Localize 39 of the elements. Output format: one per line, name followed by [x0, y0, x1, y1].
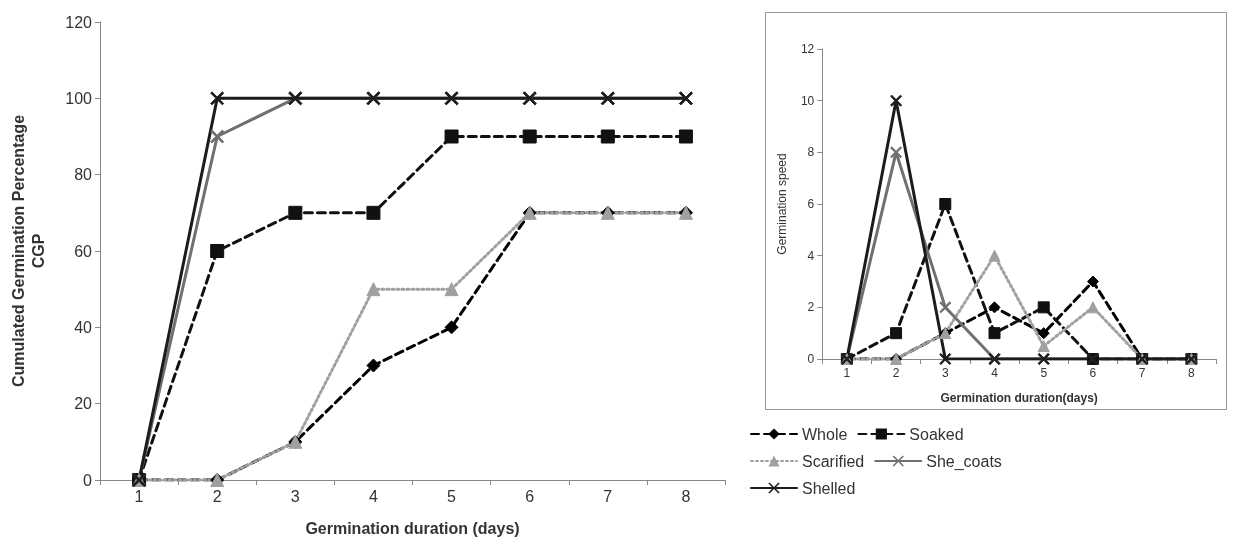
- legend-label: Shelled: [802, 479, 856, 497]
- legend-label: Whole: [802, 425, 848, 443]
- x-tick-label: 5: [447, 487, 457, 505]
- y-tick-label: 100: [65, 89, 93, 107]
- legend-label: She_coats: [926, 452, 1002, 471]
- x-tick-label: 4: [991, 366, 999, 380]
- y-tick-label: 80: [74, 166, 93, 184]
- x-axis-title: Germination duration(days): [940, 391, 1098, 405]
- x-tick-label: 7: [603, 487, 613, 505]
- y-tick-label: 60: [74, 242, 93, 260]
- y-tick-label: 2: [807, 300, 815, 315]
- x-tick-label: 8: [1188, 366, 1196, 380]
- y-tick-label: 20: [74, 395, 93, 413]
- x-tick-label: 6: [525, 487, 535, 505]
- y-tick-label: 0: [83, 471, 93, 489]
- legend-label: Scarified: [802, 452, 865, 470]
- x-tick-label: 3: [290, 487, 300, 505]
- x-tick-label: 2: [892, 366, 900, 380]
- y-tick-label: 40: [74, 318, 93, 336]
- x-tick-label: 7: [1138, 366, 1146, 380]
- y-tick-label: 10: [800, 93, 815, 108]
- y-axis-title: Cumulated Germination Percentage CGP: [9, 114, 47, 388]
- y-tick-label: 6: [807, 197, 815, 211]
- x-axis-title: Germination duration (days): [305, 519, 520, 537]
- x-tick-label: 8: [681, 487, 691, 505]
- y-tick-label: 8: [807, 145, 815, 160]
- y-tick-label: 4: [807, 248, 815, 263]
- legend-label: Soaked: [909, 425, 964, 443]
- x-tick-label: 6: [1089, 366, 1097, 380]
- x-tick-label: 3: [941, 366, 949, 380]
- y-tick-label: 120: [65, 13, 93, 31]
- x-tick-label: 1: [843, 366, 851, 380]
- x-tick-label: 4: [368, 487, 378, 505]
- x-tick-label: 1: [134, 487, 144, 505]
- y-tick-label: 12: [800, 42, 815, 56]
- y-tick-label: 0: [807, 352, 815, 366]
- x-tick-label: 5: [1040, 366, 1048, 380]
- x-tick-label: 2: [212, 487, 222, 505]
- y-axis-title: Germination speed: [775, 153, 789, 255]
